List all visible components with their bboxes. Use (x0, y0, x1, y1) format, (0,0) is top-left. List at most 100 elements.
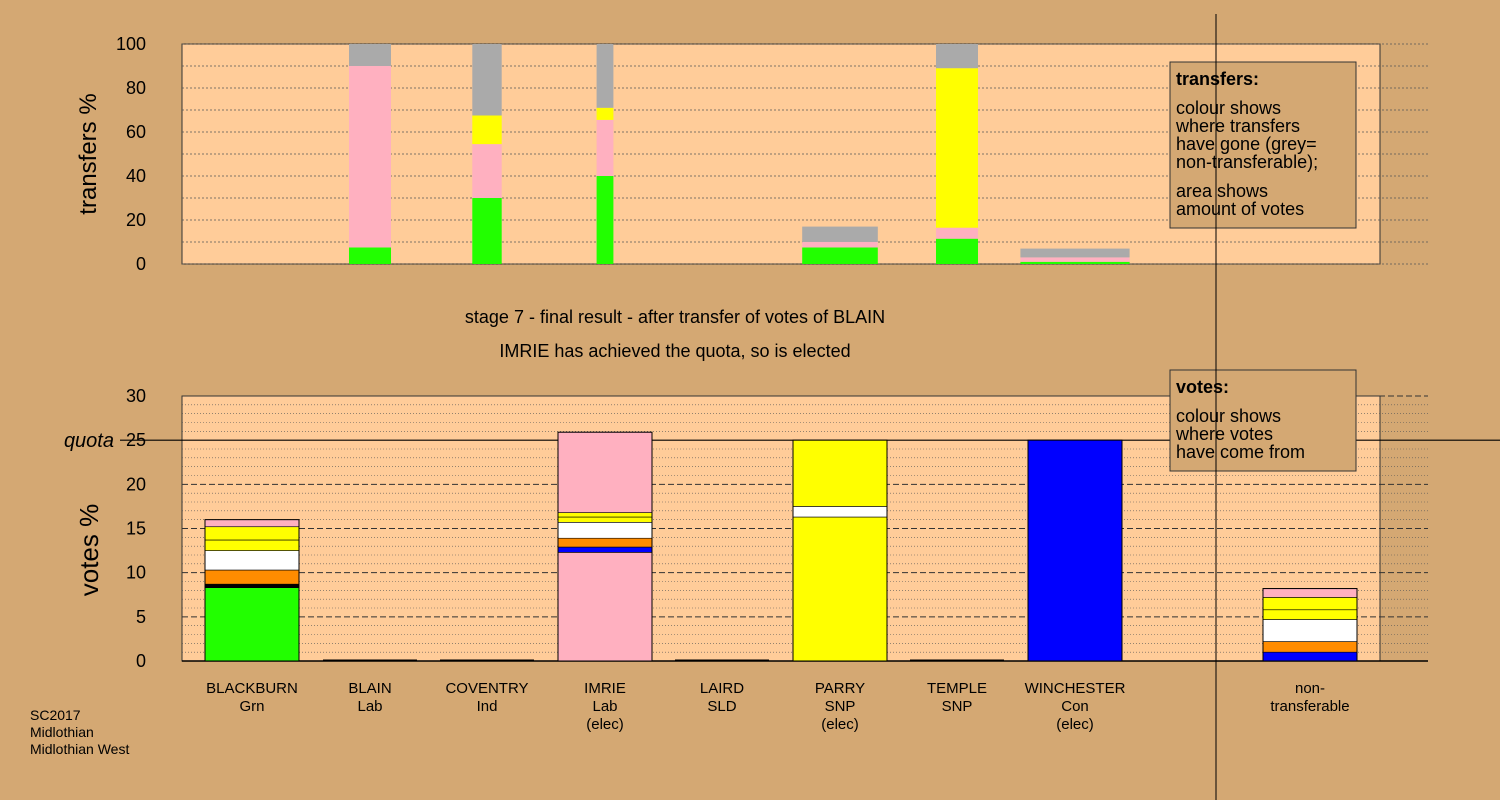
transfer-segment (472, 44, 502, 116)
candidate-label: SNP (942, 698, 973, 715)
transfer-segment (802, 247, 878, 264)
quota-label: quota (64, 430, 114, 452)
transfer-segment (1020, 248, 1130, 258)
vote-segment (204, 587, 300, 662)
transfer-segment (349, 247, 391, 264)
vote-segment (557, 522, 653, 539)
vote-segment (792, 516, 888, 662)
transfer-segment (349, 44, 391, 66)
vote-segment (204, 519, 300, 528)
candidate-label: COVENTRY (445, 680, 528, 697)
transfer-segment (596, 119, 614, 176)
transfers-y-axis: 0 20 40 60 80 100 (116, 34, 146, 274)
candidate-label: SNP (825, 698, 856, 715)
candidate-label: TEMPLE (927, 680, 987, 697)
vote-bar-outline (1262, 588, 1358, 662)
transfer-segment (1020, 261, 1130, 264)
candidate-label: SLD (707, 698, 736, 715)
vote-segment (792, 439, 888, 507)
vote-segment (1262, 619, 1358, 642)
vote-segment (1262, 651, 1358, 662)
transfer-segment (596, 176, 614, 264)
candidate-label: PARRY (815, 680, 865, 697)
candidate-label: LAIRD (700, 680, 744, 697)
candidate-label: IMRIE (584, 680, 626, 697)
transfer-segment (936, 68, 978, 228)
vote-segment (557, 546, 653, 553)
transfer-segment (349, 66, 391, 248)
vote-segment (792, 506, 888, 518)
candidate-label: (elec) (1056, 716, 1094, 733)
transfer-segment (936, 238, 978, 264)
votes-legend-line: have come from (1176, 442, 1305, 462)
transfers-legend-line: non-transferable); (1176, 152, 1318, 172)
candidate-label: transferable (1270, 698, 1349, 715)
vote-segment (204, 526, 300, 541)
stage-title: stage 7 - final result - after transfer … (465, 307, 885, 327)
candidate-label: BLAIN (348, 680, 391, 697)
vote-segment (557, 516, 653, 523)
candidate-label: Lab (357, 698, 382, 715)
candidate-label: Ind (477, 698, 498, 715)
vote-segment (204, 583, 300, 588)
candidate-label: non- (1295, 680, 1325, 697)
transfers-legend-title: transfers: (1176, 69, 1259, 89)
vote-segment (204, 569, 300, 585)
transfers-y-tick-label: 0 (136, 254, 146, 274)
transfers-legend-line: amount of votes (1176, 199, 1304, 219)
transfer-segment (472, 198, 502, 264)
transfers-y-tick-label: 80 (126, 78, 146, 98)
transfer-segment (1020, 257, 1130, 262)
transfers-legend-line: area shows (1176, 181, 1268, 201)
transfers-legend-line: where transfers (1175, 116, 1300, 136)
candidate-label: (elec) (821, 716, 859, 733)
transfer-segment (596, 44, 614, 108)
vote-segment (557, 552, 653, 662)
votes-y-tick-label: 5 (136, 607, 146, 627)
vote-bar-outline (557, 431, 653, 662)
vote-bar-outline (1027, 439, 1123, 662)
transfers-legend-line: have gone (grey= (1176, 134, 1317, 154)
vote-bar-outline (204, 519, 300, 662)
transfers-y-tick-label: 40 (126, 166, 146, 186)
footer-election: SC2017 (30, 707, 81, 723)
vote-segment (557, 512, 653, 518)
transfers-y-tick-label: 20 (126, 210, 146, 230)
transfer-segment (802, 226, 878, 242)
candidate-label: Con (1061, 698, 1089, 715)
transfer-segment (936, 227, 978, 239)
transfer-segment (596, 107, 614, 120)
votes-y-tick-label: 0 (136, 651, 146, 671)
transfer-segment (472, 144, 502, 198)
candidate-label: (elec) (586, 716, 624, 733)
transfer-segment (936, 44, 978, 69)
votes-legend: votes: colour shows where votes have com… (1169, 369, 1357, 472)
votes-legend-line: where votes (1175, 424, 1273, 444)
candidate-label: WINCHESTER (1025, 680, 1126, 697)
transfers-legend: transfers: colour shows where transfers … (1169, 61, 1357, 229)
transfers-legend-line: colour shows (1176, 98, 1281, 118)
transfers-legend-box (1169, 61, 1357, 229)
votes-y-tick-label: 30 (126, 386, 146, 406)
votes-y-tick-label: 20 (126, 474, 146, 494)
vote-segment (1262, 641, 1358, 653)
stage-subtitle: IMRIE has achieved the quota, so is elec… (499, 341, 850, 361)
candidate-label: Lab (592, 698, 617, 715)
transfers-y-axis-label: transfers % (75, 93, 102, 214)
vote-segment (557, 537, 653, 548)
vote-segment (1262, 597, 1358, 611)
votes-legend-title: votes: (1176, 377, 1229, 397)
vote-segment (557, 431, 653, 513)
votes-y-tick-label: 10 (126, 563, 146, 583)
transfer-segment (802, 242, 878, 248)
footer-council: Midlothian (30, 724, 94, 740)
candidate-label: BLACKBURN (206, 680, 298, 697)
votes-y-tick-label: 15 (126, 519, 146, 539)
vote-segment (204, 550, 300, 571)
category-labels: BLACKBURNGrnBLAINLabCOVENTRYIndIMRIELab(… (206, 680, 1349, 733)
vote-segment (1027, 439, 1123, 662)
transfers-bars (349, 44, 1130, 264)
votes-y-axis-label: votes % (74, 504, 104, 597)
footer-ward: Midlothian West (30, 741, 129, 757)
